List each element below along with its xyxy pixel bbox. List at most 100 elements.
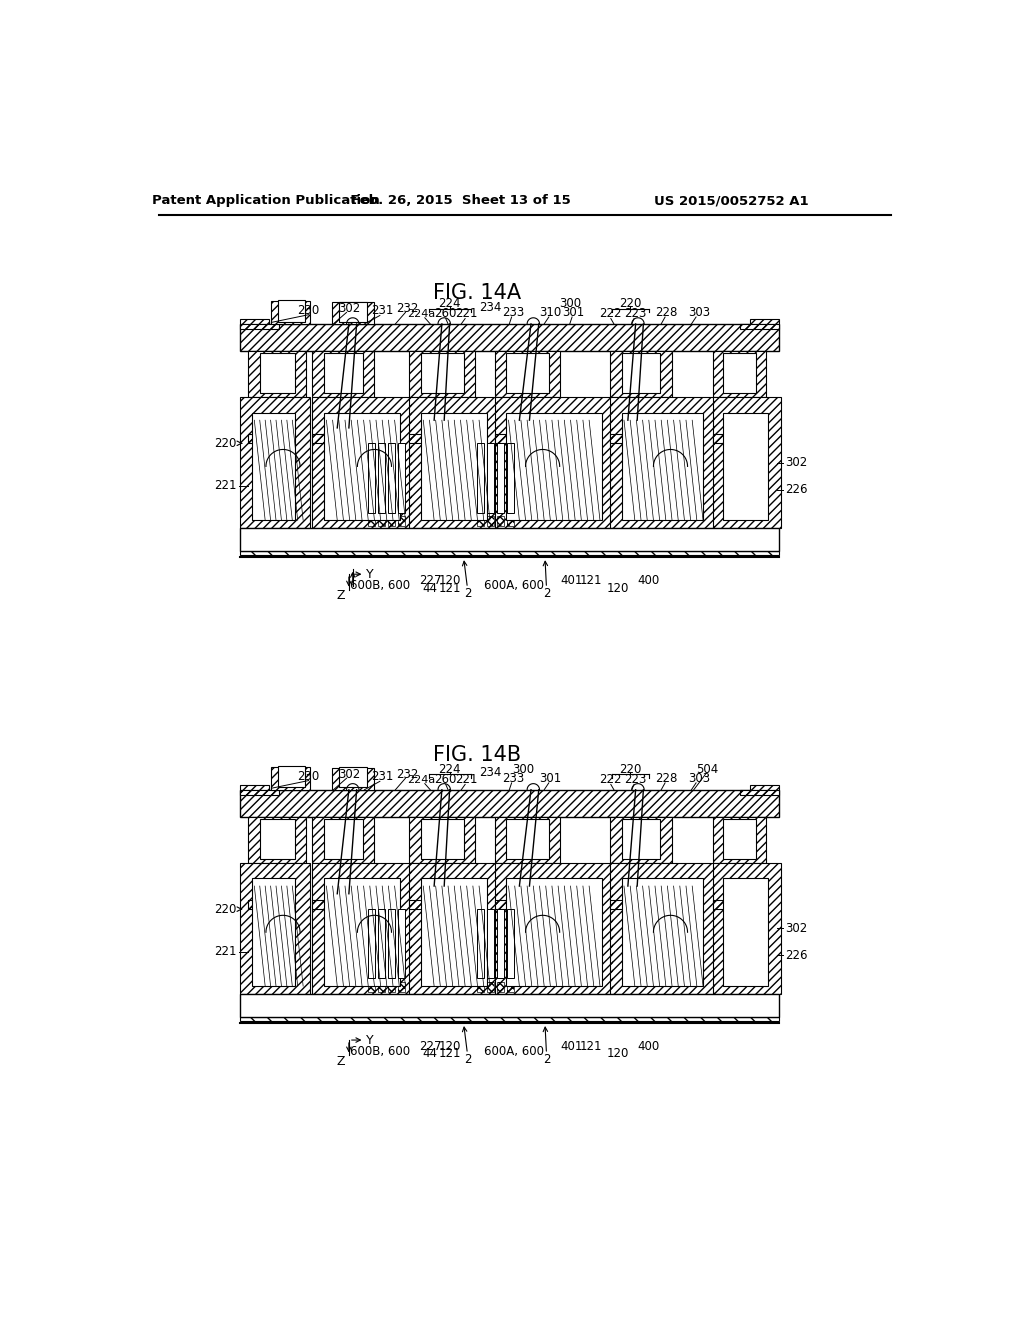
Bar: [495, 351, 560, 397]
Bar: [260, 818, 295, 859]
Bar: [610, 863, 715, 994]
Bar: [610, 434, 637, 444]
Bar: [388, 909, 395, 978]
Bar: [713, 434, 740, 444]
Text: 504: 504: [696, 763, 719, 776]
Bar: [751, 785, 779, 789]
Bar: [486, 516, 494, 525]
Bar: [477, 444, 483, 512]
Text: 234: 234: [479, 301, 501, 314]
Text: 300: 300: [512, 763, 535, 776]
Text: 223: 223: [625, 774, 647, 787]
Text: 221: 221: [456, 774, 478, 787]
Bar: [495, 397, 613, 528]
Text: 303: 303: [688, 306, 711, 319]
Bar: [410, 397, 499, 528]
Bar: [398, 516, 406, 525]
Bar: [324, 878, 400, 986]
Bar: [271, 767, 310, 789]
Bar: [713, 351, 766, 397]
Bar: [622, 878, 703, 986]
Bar: [495, 900, 521, 909]
Bar: [271, 767, 310, 789]
Bar: [610, 397, 715, 528]
Bar: [369, 909, 375, 978]
Text: 300: 300: [559, 297, 581, 310]
Bar: [339, 767, 368, 788]
Bar: [713, 817, 766, 863]
Text: 302: 302: [338, 302, 360, 315]
Text: 302: 302: [785, 921, 808, 935]
Bar: [507, 982, 514, 991]
Bar: [241, 397, 310, 528]
Text: 227: 227: [419, 574, 441, 587]
Bar: [241, 863, 310, 994]
Bar: [241, 552, 779, 554]
Bar: [751, 785, 779, 789]
Bar: [421, 818, 464, 859]
Bar: [312, 351, 375, 397]
Text: 44: 44: [423, 1047, 437, 1060]
Text: 301: 301: [562, 306, 585, 319]
Bar: [398, 982, 406, 991]
Text: 234: 234: [479, 767, 501, 779]
Bar: [713, 863, 781, 994]
Bar: [497, 982, 504, 991]
Text: 120: 120: [606, 582, 629, 594]
Text: FIG. 14A: FIG. 14A: [433, 284, 521, 304]
Bar: [497, 982, 504, 991]
Text: 310: 310: [540, 306, 561, 319]
Text: 121: 121: [438, 1047, 461, 1060]
Text: 233: 233: [502, 306, 524, 319]
Bar: [324, 413, 400, 520]
Bar: [610, 817, 672, 863]
Text: 228: 228: [655, 772, 678, 785]
Text: 401: 401: [560, 1040, 583, 1053]
Text: 222: 222: [600, 308, 622, 321]
Bar: [278, 766, 305, 788]
Bar: [388, 444, 395, 512]
Text: 230: 230: [297, 305, 319, 317]
Bar: [324, 354, 362, 393]
Text: 121: 121: [580, 574, 602, 587]
Text: 120: 120: [606, 1047, 629, 1060]
Bar: [241, 1016, 779, 1020]
Text: 260: 260: [434, 308, 457, 321]
Text: 221: 221: [214, 479, 237, 492]
Bar: [421, 413, 486, 520]
Bar: [410, 863, 499, 994]
Bar: [241, 789, 779, 817]
Text: 302: 302: [785, 455, 808, 469]
Bar: [507, 516, 514, 525]
Bar: [622, 413, 703, 520]
Text: 401: 401: [560, 574, 583, 587]
Text: 400: 400: [638, 1040, 659, 1053]
Text: Z: Z: [337, 1055, 345, 1068]
Text: 226: 226: [785, 949, 808, 962]
Bar: [610, 817, 672, 863]
Bar: [378, 982, 385, 991]
Bar: [312, 434, 340, 444]
Bar: [713, 900, 740, 909]
Bar: [610, 351, 672, 397]
Bar: [610, 900, 637, 909]
Bar: [507, 982, 514, 991]
Bar: [332, 768, 375, 789]
Bar: [495, 817, 560, 863]
Text: 120: 120: [438, 574, 461, 587]
Text: 2: 2: [543, 1053, 550, 1065]
Bar: [477, 909, 483, 978]
Bar: [495, 397, 613, 528]
Bar: [723, 818, 756, 859]
Text: 44: 44: [423, 582, 437, 594]
Bar: [369, 516, 375, 525]
Text: 221: 221: [456, 308, 478, 321]
Bar: [271, 301, 310, 323]
Bar: [486, 516, 494, 525]
Text: Patent Application Publication: Patent Application Publication: [153, 194, 380, 207]
Bar: [506, 878, 601, 986]
Text: 224a: 224a: [407, 309, 435, 319]
Text: 222: 222: [600, 774, 622, 787]
Bar: [477, 516, 483, 525]
Bar: [477, 982, 483, 991]
